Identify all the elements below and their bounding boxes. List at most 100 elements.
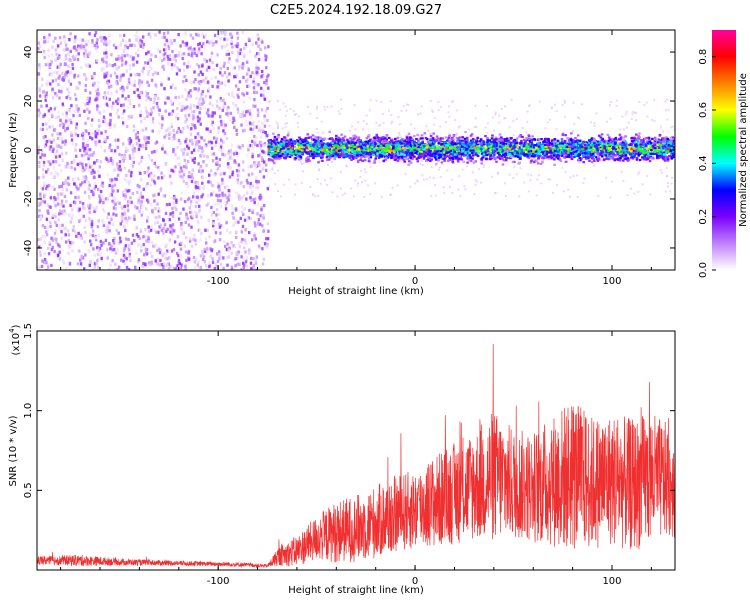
spectrogram-cell [59,223,62,227]
spectrogram-cell [171,230,174,234]
spectrogram-cell [103,91,107,95]
spectrogram-cell [123,204,126,209]
spectrogram-cell [44,194,47,198]
spectrogram-cell [528,104,531,107]
spectrogram-cell [107,159,110,163]
spectrogram-cell [57,202,60,206]
spectrogram-cell [566,137,569,140]
spectrogram-cell [216,131,220,135]
spectrogram-cell [75,104,78,108]
spectrogram-cell [164,52,167,56]
spectrogram-cell [105,64,109,68]
spectrogram-cell [563,101,566,104]
spectrogram-cell [446,169,449,172]
spectrogram-cell [166,227,169,231]
spectrogram-cell [120,155,124,159]
spectrogram-cell [83,267,86,270]
spectrogram-cell [177,254,180,258]
spectrogram-cell [103,36,106,40]
spectrogram-cell [234,103,238,108]
spectrogram-cell [406,138,409,141]
spectrogram-cell [123,197,127,201]
spectrogram-cell [96,88,100,92]
spectrogram-cell [117,97,120,101]
spectrogram-cell [549,118,551,121]
spectrogram-cell [219,231,222,235]
spectrogram-cell [228,255,231,259]
spectrogram-cell [649,143,653,147]
spectrogram-cell [542,140,545,144]
spectrogram-cell [255,186,258,190]
spectrogram-cell [567,188,570,191]
spectrogram-cell [161,123,164,127]
spectrogram-cell [135,35,139,39]
spectrogram-cell [566,152,570,155]
spectrogram-cell [58,163,61,167]
spectrogram-cell [114,81,118,85]
spectrogram-cell [170,41,173,45]
spectrogram-cell [172,247,176,252]
spectrogram-cell [89,135,92,140]
spectrogram-cell [230,241,233,245]
spectrogram-cell [184,140,187,144]
spectrogram-cell [215,104,219,108]
spectrogram-cell [258,128,261,132]
spectrogram-cell [244,260,248,264]
spectrogram-cell [89,260,92,264]
spectrogram-cell [44,143,48,147]
spectrogram-cell [405,103,408,106]
spectrogram-cell [53,249,56,254]
spectrogram-cell [256,44,260,48]
spectrogram-cell [76,262,80,266]
spectrogram-cell [38,44,42,49]
spectrogram-cell [320,147,324,151]
spectrogram-cell [249,74,252,78]
spectrogram-cell [43,55,46,59]
spectrogram-cell [122,190,125,194]
spectrogram-cell [207,108,210,112]
spectrogram-cell [494,191,497,194]
spectrogram-cell [252,121,255,125]
spectrogram-cell [201,72,204,76]
spectrogram-cell [231,157,234,161]
spectrogram-cell [219,71,222,75]
spectrogram-cell [111,244,114,248]
spectrogram-cell [256,143,259,148]
spectrogram-cell [217,184,221,188]
spectrogram-cell [117,138,120,142]
spectrogram-cell [108,229,111,233]
spectrogram-cell [255,259,258,263]
spectrogram-cell [205,59,208,63]
spectrogram-cell [62,192,65,196]
spectrogram-cell [187,60,190,64]
spectrogram-cell [98,165,101,169]
spectrogram-cell [142,66,145,70]
spectrogram-cell [82,142,85,146]
spectrogram-cell [262,93,265,97]
spectrogram-cell [64,165,67,169]
spectrogram-cell [638,171,641,173]
spectrogram-cell [204,249,207,253]
spectrogram-cell [99,239,102,243]
spectrogram-cell [167,262,170,266]
spectrogram-cell [203,260,206,264]
spectrogram-cell [221,44,224,48]
spectrogram-cell [137,94,140,98]
spectrogram-cell [354,141,358,144]
spectrogram-cell [143,253,146,257]
spectrogram-cell [123,153,126,157]
spectrogram-cell [57,243,60,247]
spectrogram-cell [155,230,158,234]
spectrogram-cell [129,258,132,263]
spectrogram-cell [102,42,106,46]
spectrogram-cell [340,146,343,149]
spectrogram-cell [153,150,156,154]
spectrogram-cell [134,133,138,137]
spectrogram-cell [127,248,131,252]
spectrogram-cell [609,155,612,158]
spectrogram-cell [207,114,210,118]
spectrogram-cell [76,235,80,239]
spectrogram-cell [133,44,136,48]
spectrogram-cell [105,71,109,75]
spectrogram-cell [168,174,172,178]
